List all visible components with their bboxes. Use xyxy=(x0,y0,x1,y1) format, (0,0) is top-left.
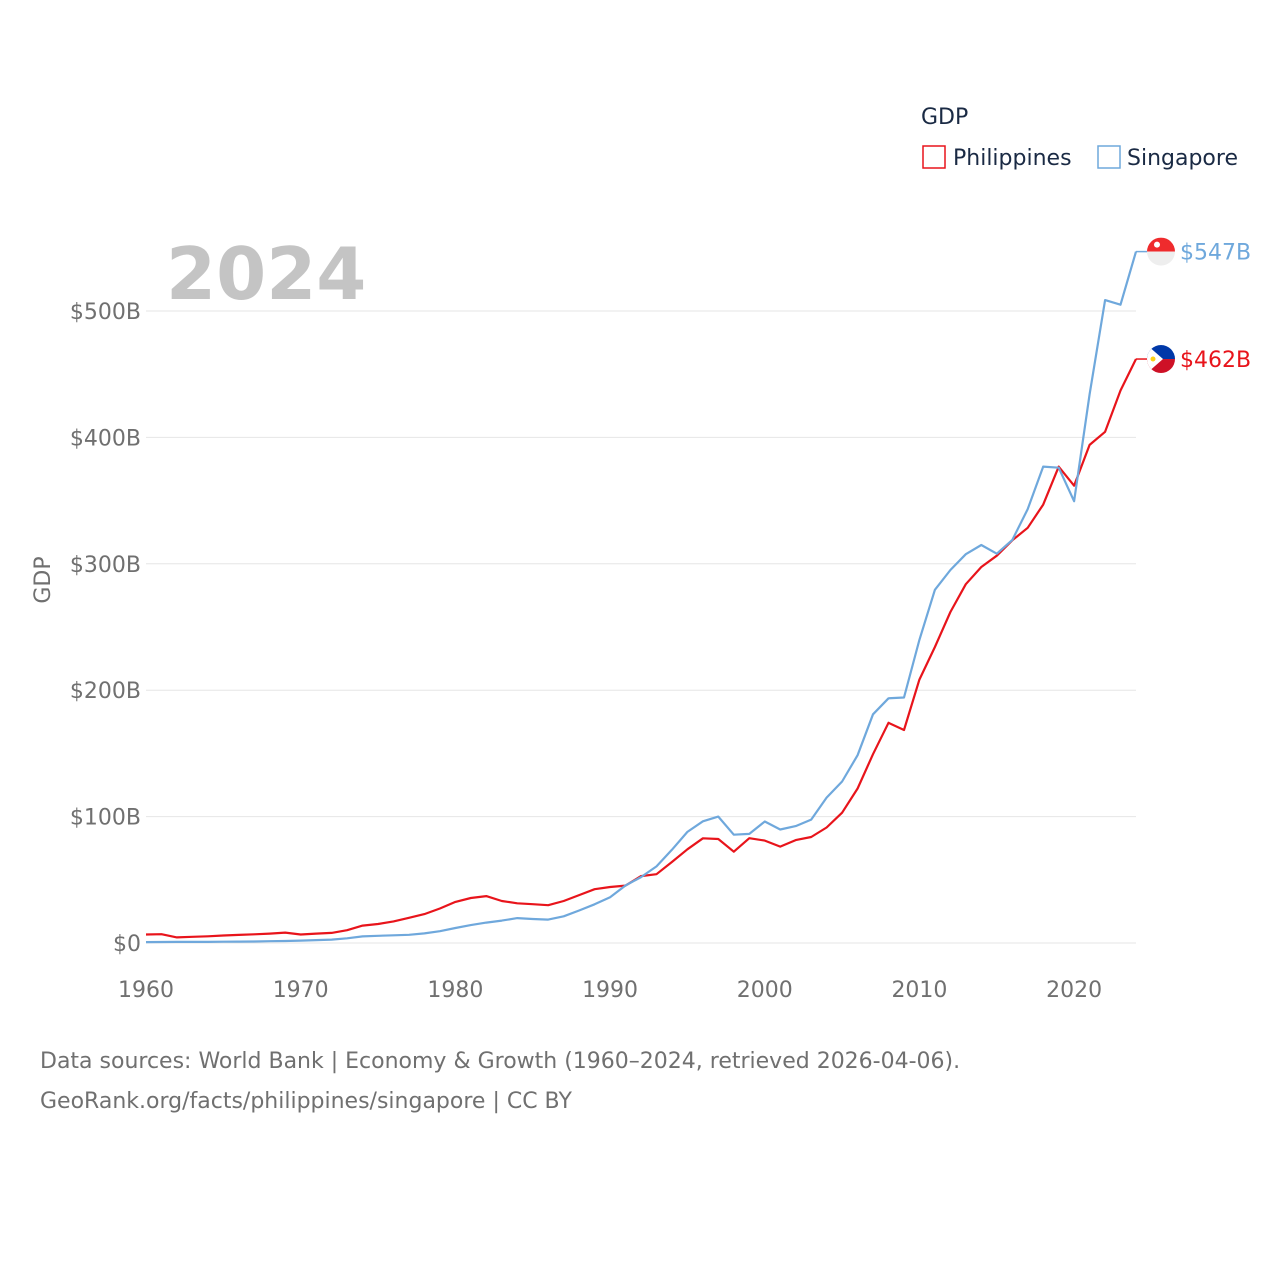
y-tick-label: $500B xyxy=(70,300,141,325)
source-line-2[interactable]: GeoRank.org/facts/philippines/singapore … xyxy=(40,1089,572,1114)
y-tick-label: $0 xyxy=(113,932,141,957)
y-tick-label: $300B xyxy=(70,553,141,578)
x-tick-label: 2020 xyxy=(1046,978,1102,1003)
series-line-singapore[interactable] xyxy=(145,251,1138,944)
x-tick-label: 2010 xyxy=(891,978,947,1003)
legend: GDP Philippines Singapore xyxy=(921,105,1238,171)
source-line-1: Data sources: World Bank | Economy & Gro… xyxy=(40,1049,960,1074)
highlight-year-label: 2024 xyxy=(166,232,366,316)
y-axis: $0 $100B $200B $300B $400B $500B xyxy=(70,300,141,957)
x-tick-label: 1970 xyxy=(273,978,329,1003)
grid-lines xyxy=(146,310,1136,944)
philippines-flag-icon xyxy=(1147,345,1175,374)
legend-label-singapore[interactable]: Singapore xyxy=(1127,146,1238,171)
x-tick-label: 1990 xyxy=(582,978,638,1003)
series-line-philippines[interactable] xyxy=(145,358,1137,939)
legend-title: GDP xyxy=(921,105,968,130)
legend-swatch-philippines[interactable] xyxy=(922,145,946,169)
y-tick-label: $100B xyxy=(70,806,141,831)
end-value-label-singapore: $547B xyxy=(1180,241,1251,266)
x-tick-label: 2000 xyxy=(737,978,793,1003)
end-value-label-philippines: $462B xyxy=(1180,348,1251,373)
legend-label-philippines[interactable]: Philippines xyxy=(953,146,1072,171)
legend-swatch-singapore[interactable] xyxy=(1097,145,1121,169)
y-tick-label: $400B xyxy=(70,426,141,451)
series-lines xyxy=(145,251,1138,944)
x-tick-label: 1980 xyxy=(427,978,483,1003)
singapore-flag-icon xyxy=(1147,237,1175,266)
x-tick-label: 1960 xyxy=(118,978,174,1003)
end-markers: $462B $547B xyxy=(1136,237,1251,374)
y-tick-label: $200B xyxy=(70,679,141,704)
x-axis: 1960 1970 1980 1990 2000 2010 2020 xyxy=(118,978,1102,1003)
y-axis-title: GDP xyxy=(31,556,56,603)
